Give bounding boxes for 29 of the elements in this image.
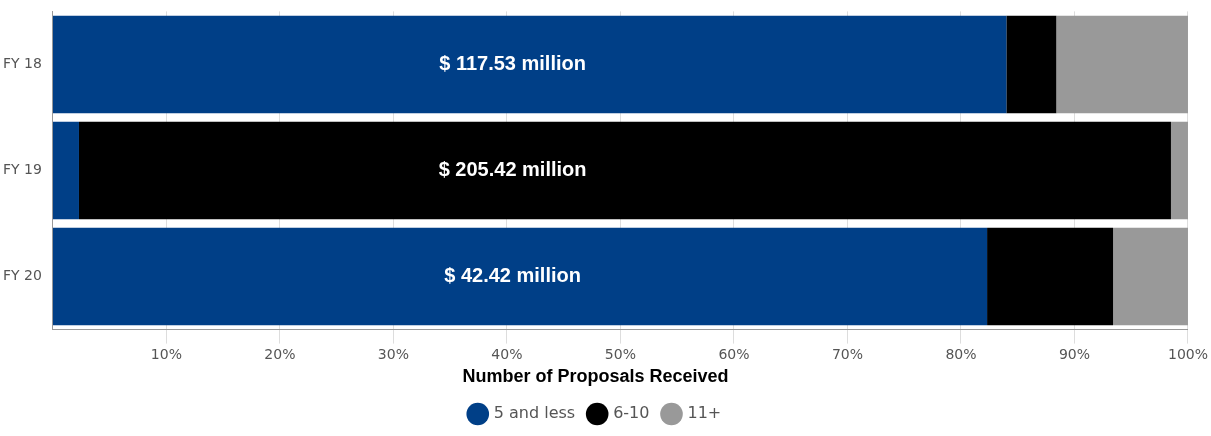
bar xyxy=(1170,121,1188,220)
annotation: $ 42.42 million xyxy=(444,264,581,287)
x-tick-label: 40% xyxy=(491,345,523,362)
legend-label: 6-10 xyxy=(613,403,650,423)
bar xyxy=(52,227,988,326)
bar xyxy=(987,227,1114,326)
annotation: $ 205.42 million xyxy=(438,158,587,181)
x-tick-label: 50% xyxy=(604,345,636,362)
x-tick-label: 10% xyxy=(150,345,182,362)
annotation: $ 117.53 million xyxy=(439,51,586,74)
x-tick-label: 80% xyxy=(945,345,977,362)
x-tick-label: 60% xyxy=(718,345,750,362)
y-tick-label: FY 18 xyxy=(2,55,42,72)
bar xyxy=(78,121,1171,220)
legend-title: Number of Proposals Received xyxy=(462,366,729,387)
bar xyxy=(1056,15,1188,114)
legend-label: 5 and less xyxy=(493,403,576,423)
x-tick-label: 90% xyxy=(1058,345,1091,362)
bar xyxy=(52,121,79,220)
x-tick-label: 100% xyxy=(1167,345,1208,362)
x-tick-label: 30% xyxy=(377,345,409,362)
x-tick-label: 20% xyxy=(264,345,296,362)
bar xyxy=(52,15,1007,114)
y-tick-label: FY 19 xyxy=(2,161,42,178)
bar xyxy=(1006,15,1057,114)
x-tick-label: 70% xyxy=(831,345,864,362)
bar xyxy=(1113,227,1188,326)
y-tick-label: FY 20 xyxy=(2,267,42,284)
legend-label: 11+ xyxy=(687,403,722,423)
